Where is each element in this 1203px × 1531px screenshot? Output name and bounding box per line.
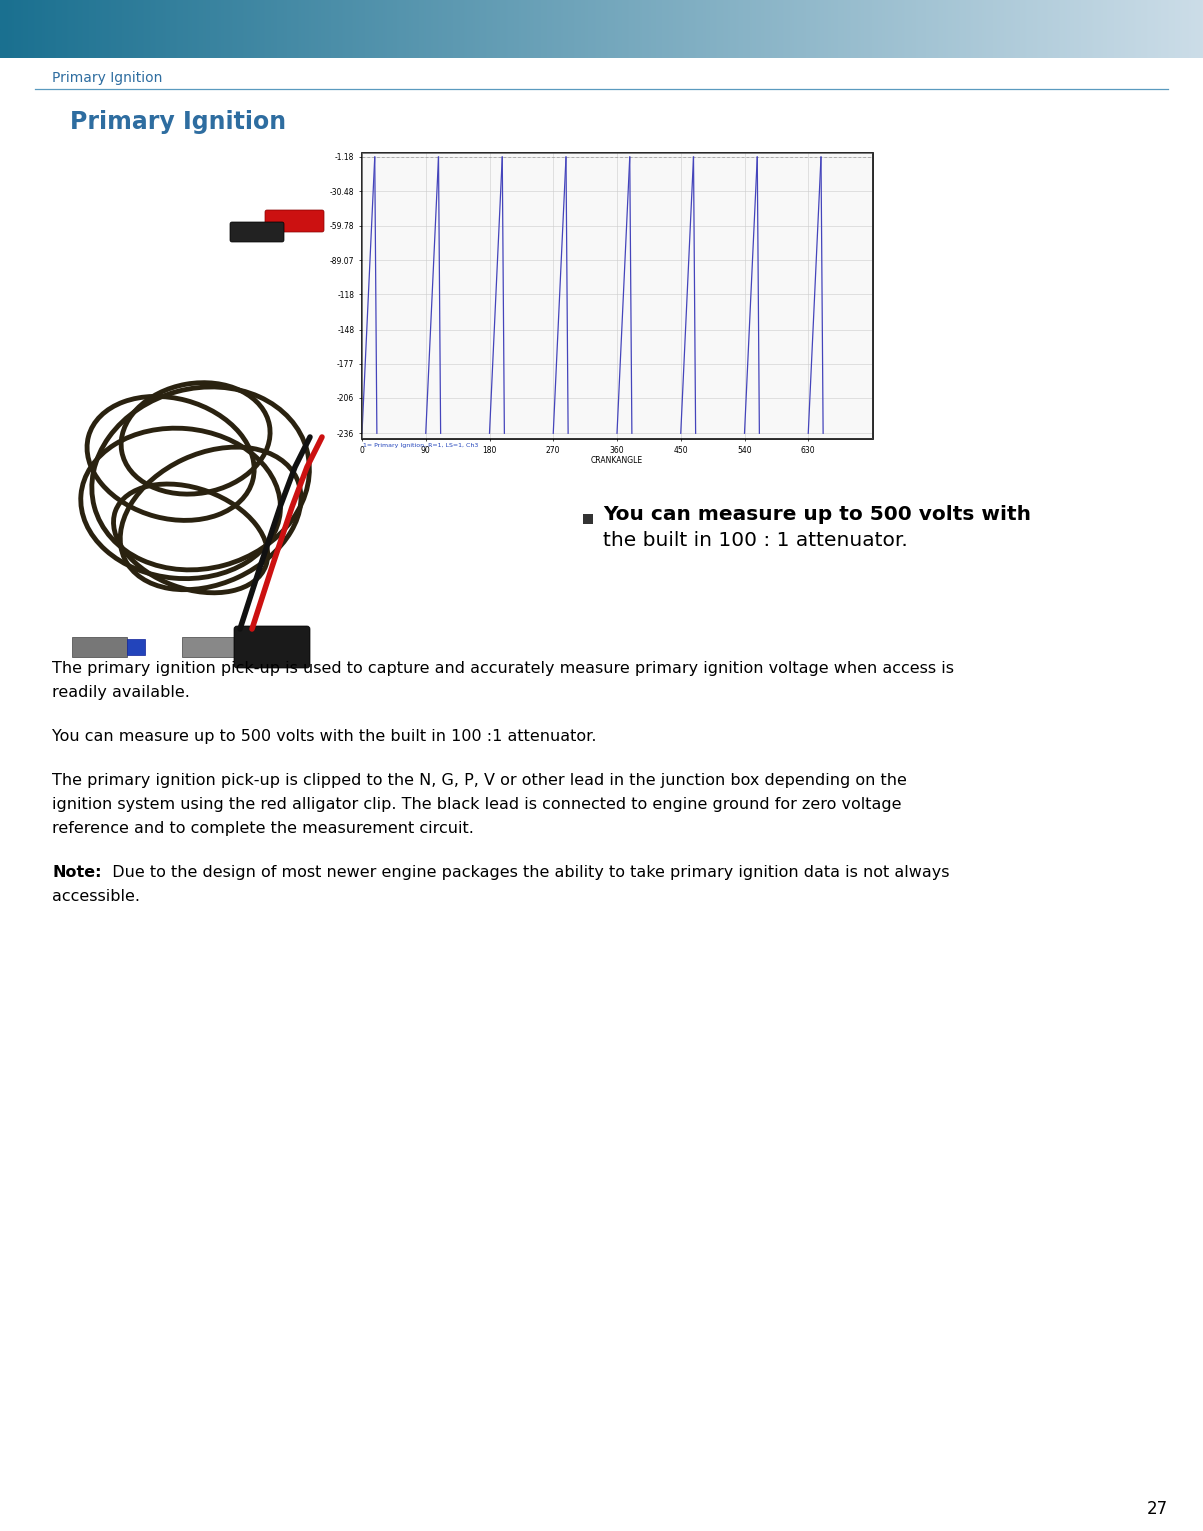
Bar — [52, 152, 360, 732]
Text: accessible.: accessible. — [52, 890, 140, 903]
Text: 27: 27 — [1146, 1500, 1168, 1519]
Text: 1= Primary Ignition, R=1, LS=1, Ch3: 1= Primary Ignition, R=1, LS=1, Ch3 — [363, 444, 479, 449]
Text: the built in 100 : 1 attenuator.: the built in 100 : 1 attenuator. — [603, 531, 908, 550]
Text: Primary Ignition: Primary Ignition — [70, 110, 286, 135]
Text: You can measure up to 500 volts with the built in 100 :1 attenuator.: You can measure up to 500 volts with the… — [52, 729, 597, 744]
Text: readily available.: readily available. — [52, 684, 190, 700]
Bar — [128, 638, 146, 655]
Text: You can measure up to 500 volts with: You can measure up to 500 volts with — [603, 505, 1031, 524]
FancyBboxPatch shape — [230, 222, 284, 242]
FancyBboxPatch shape — [265, 210, 324, 233]
Text: Primary Ignition: Primary Ignition — [52, 70, 162, 86]
Text: The primary ignition pick-up is used to capture and accurately measure primary i: The primary ignition pick-up is used to … — [52, 661, 954, 677]
Text: Note:: Note: — [52, 865, 101, 880]
Text: ignition system using the red alligator clip. The black lead is connected to eng: ignition system using the red alligator … — [52, 798, 901, 811]
FancyBboxPatch shape — [235, 626, 310, 668]
Text: Due to the design of most newer engine packages the ability to take primary igni: Due to the design of most newer engine p… — [102, 865, 949, 880]
Text: 6400 Reference Manual: 6400 Reference Manual — [941, 21, 1180, 38]
Text: The primary ignition pick-up is clipped to the N, G, P, V or other lead in the j: The primary ignition pick-up is clipped … — [52, 773, 907, 788]
Bar — [72, 637, 128, 657]
Text: reference and to complete the measurement circuit.: reference and to complete the measuremen… — [52, 821, 474, 836]
Bar — [583, 514, 593, 524]
Bar — [362, 153, 872, 438]
Bar — [182, 637, 237, 657]
X-axis label: CRANKANGLE: CRANKANGLE — [591, 456, 644, 465]
